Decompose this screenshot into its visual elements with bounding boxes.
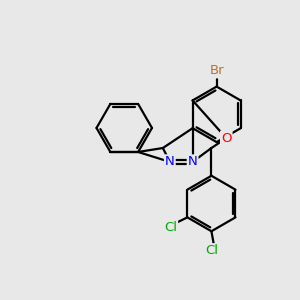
Text: Br: Br <box>209 64 224 77</box>
Text: N: N <box>165 155 175 168</box>
Text: Cl: Cl <box>205 244 218 257</box>
Text: N: N <box>188 155 197 168</box>
Text: Cl: Cl <box>164 220 177 234</box>
Text: O: O <box>221 132 232 145</box>
